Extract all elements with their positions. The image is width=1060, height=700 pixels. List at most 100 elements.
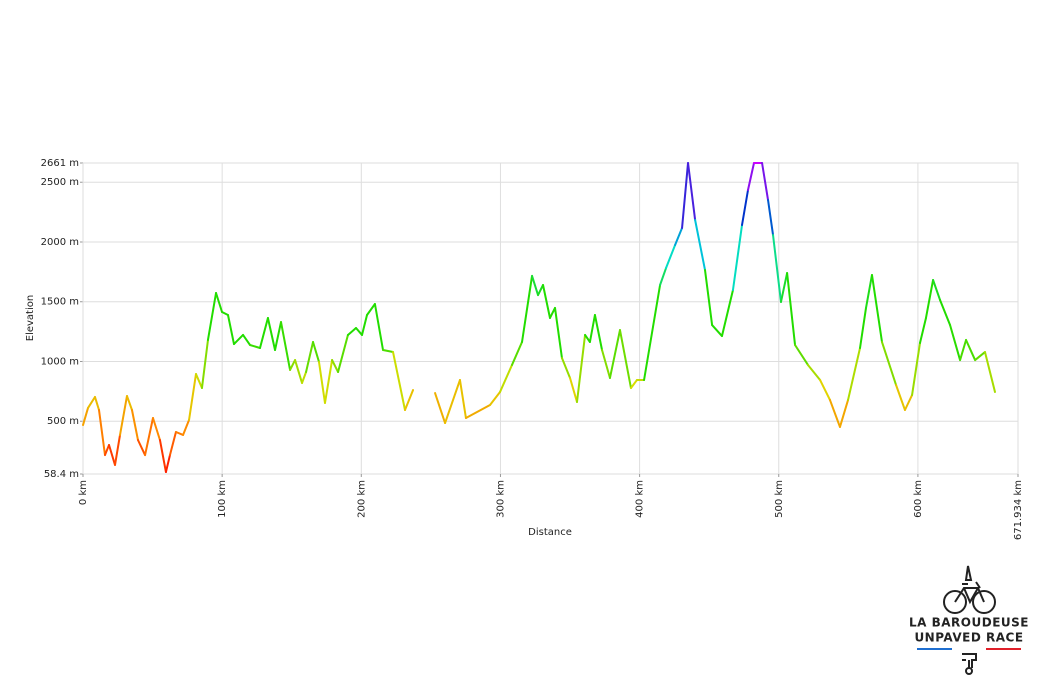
elevation-segment (331, 359, 340, 373)
elevation-segment (588, 313, 596, 344)
elevation-segment (521, 274, 534, 344)
elevation-segment (859, 306, 868, 349)
elevation-segment (911, 341, 921, 397)
y-axis-label: Elevation (25, 295, 36, 341)
elevation-segment (248, 343, 261, 349)
elevation-segment (108, 444, 117, 466)
x-tick-label: 300 km (495, 480, 506, 518)
x-tick-label: 500 km (774, 480, 785, 518)
elevation-segment (164, 454, 171, 474)
elevation-segment (687, 162, 697, 221)
elevation-segment (360, 313, 369, 336)
x-axis-label: Distance (528, 527, 572, 538)
y-tick-label: 2661 m (41, 158, 79, 169)
elevation-segment (151, 417, 161, 441)
elevation-segment (130, 408, 139, 441)
elevation-segment (266, 316, 277, 352)
elevation-segment (939, 298, 952, 327)
elevation-segment (918, 316, 927, 344)
elevation-segment (87, 395, 96, 409)
logo-text: LA BAROUDEUSE (909, 616, 1029, 630)
elevation-segment (98, 408, 106, 457)
y-tick-label: 2500 m (41, 177, 79, 188)
elevation-segment (499, 363, 514, 393)
elevation-segment (537, 284, 545, 297)
elevation-segment (629, 379, 638, 390)
elevation-segment (174, 430, 185, 436)
elevation-segment (232, 333, 245, 346)
elevation-segment (182, 419, 191, 436)
elevation-segment (761, 162, 770, 202)
elevation-segment (608, 329, 621, 379)
elevation-segment (838, 398, 850, 428)
elevation-segment (119, 395, 128, 436)
elevation-segment (819, 379, 831, 401)
elevation-segment (704, 268, 714, 327)
elevation-segment (301, 370, 308, 384)
logo: LA BAROUDEUSE UNPAVED RACE (909, 565, 1029, 675)
elevation-segment (305, 341, 315, 373)
elevation-segment (865, 273, 873, 309)
elevation-segment (489, 390, 502, 406)
y-tick-label: 58.4 m (44, 469, 79, 480)
y-tick-label: 2000 m (41, 237, 79, 248)
elevation-segment (337, 333, 349, 373)
elevation-segment (903, 394, 914, 411)
elevation-segment (731, 224, 744, 292)
elevation-segment (643, 284, 662, 382)
elevation-segment (242, 333, 251, 346)
elevation-segment (924, 278, 935, 319)
elevation-segment (317, 360, 326, 404)
elevation-segment (346, 327, 358, 336)
logo-wheel (972, 590, 996, 614)
elevation-segment (444, 379, 461, 425)
elevation-segment (294, 359, 304, 384)
elevation-segment (194, 373, 203, 390)
y-tick-label: 500 m (47, 416, 79, 427)
elevation-segment (144, 417, 154, 457)
elevation-segment (618, 329, 632, 390)
x-tick-label: 0 km (78, 480, 89, 505)
elevation-segment (794, 343, 809, 366)
elevation-segment (720, 289, 734, 338)
elevation-segment (806, 363, 822, 382)
y-tick-label: 1500 m (41, 297, 79, 308)
elevation-segment (593, 313, 604, 352)
elevation-segment (694, 218, 707, 271)
elevation-segment (125, 395, 133, 411)
elevation-segment (206, 292, 218, 341)
elevation-segment (168, 430, 177, 457)
elevation-segment (200, 338, 209, 390)
elevation-segment (215, 292, 224, 314)
elevation-segment (659, 267, 668, 287)
elevation-segment (158, 438, 167, 474)
elevation-segment (531, 274, 540, 297)
elevation-segment (974, 351, 986, 362)
elevation-segment (881, 341, 898, 387)
elevation-segment (82, 406, 90, 427)
elevation-segment (221, 311, 229, 316)
logo-icon (962, 653, 977, 668)
elevation-segment (93, 395, 101, 411)
elevation-segment (226, 313, 235, 346)
elevation-segment (289, 359, 297, 371)
elevation-segment (136, 438, 147, 457)
x-tick-label: 600 km (913, 480, 924, 518)
elevation-segment (681, 162, 690, 230)
elevation-segment (779, 272, 789, 303)
elevation-segment (772, 234, 782, 303)
elevation-segment (767, 199, 775, 237)
elevation-segment (548, 306, 556, 319)
elevation-segment (114, 433, 122, 466)
elevation-segment (274, 321, 283, 352)
elevation-segment (828, 398, 841, 428)
elevation-segment (312, 341, 320, 363)
elevation-segment (965, 338, 977, 362)
elevation-segment (584, 333, 591, 344)
elevation-segment (983, 351, 996, 393)
elevation-segment (575, 333, 587, 403)
y-tick-label: 1000 m (41, 356, 79, 367)
elevation-segment (403, 389, 415, 411)
elevation-segment (373, 303, 385, 352)
